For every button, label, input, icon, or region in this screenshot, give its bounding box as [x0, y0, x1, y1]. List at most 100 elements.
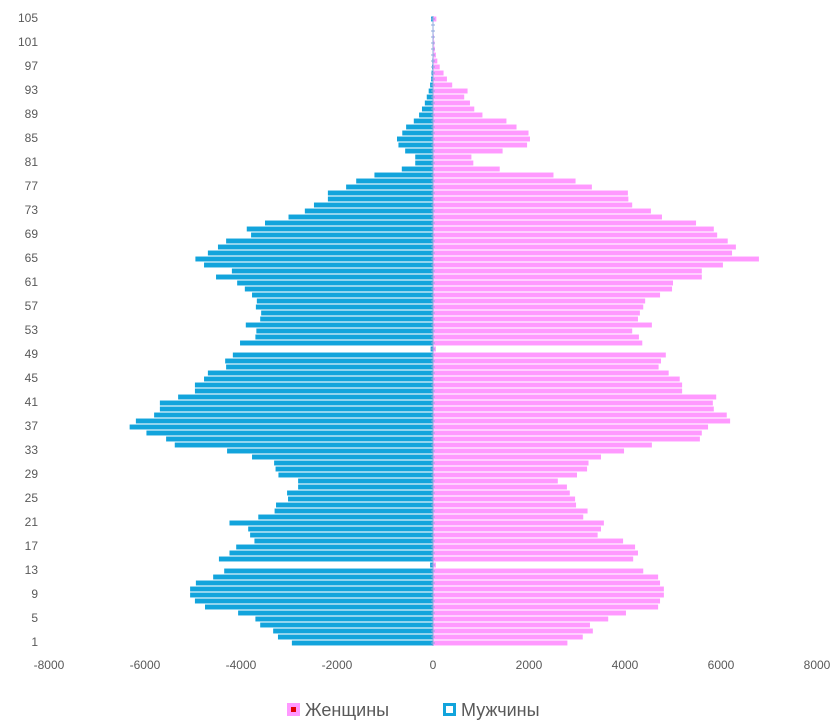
y-tick-label: 77 — [25, 179, 39, 193]
bar — [433, 400, 713, 406]
bar — [433, 292, 661, 298]
bar — [433, 484, 567, 490]
bar — [402, 130, 433, 136]
bar — [415, 160, 433, 166]
bar — [428, 88, 433, 94]
bar — [433, 154, 472, 160]
bar — [433, 160, 474, 166]
bar — [433, 256, 759, 262]
bar — [433, 616, 609, 622]
bar — [236, 544, 433, 550]
bar — [415, 154, 433, 160]
bar — [433, 94, 465, 100]
bar — [433, 220, 697, 226]
bar — [433, 604, 659, 610]
bar — [327, 196, 433, 202]
bar — [207, 250, 433, 256]
bar — [190, 592, 433, 598]
bar — [277, 634, 433, 640]
bar — [433, 358, 661, 364]
bar — [433, 568, 644, 574]
x-tick-label: -8000 — [34, 658, 65, 672]
bar — [433, 262, 723, 268]
bar — [298, 484, 433, 490]
bar — [433, 598, 661, 604]
bar — [313, 202, 433, 208]
bar — [291, 640, 433, 646]
bar — [374, 172, 433, 178]
bar — [237, 280, 433, 286]
x-tick-label: -2000 — [322, 658, 353, 672]
bar — [433, 406, 714, 412]
x-tick-label: 0 — [430, 658, 437, 672]
bar — [433, 538, 624, 544]
bar — [238, 610, 433, 616]
y-tick-label: 21 — [25, 515, 39, 529]
bar — [433, 640, 568, 646]
x-tick-label: -6000 — [130, 658, 161, 672]
bar — [433, 166, 500, 172]
bar — [401, 166, 433, 172]
x-tick-label: 4000 — [612, 658, 639, 672]
bar — [433, 82, 453, 88]
bar — [433, 76, 447, 82]
y-tick-label: 69 — [25, 227, 39, 241]
bar — [433, 610, 626, 616]
y-tick-label: 89 — [25, 107, 39, 121]
bar — [433, 148, 503, 154]
y-tick-label: 25 — [25, 491, 39, 505]
bar — [433, 112, 483, 118]
bar — [433, 574, 659, 580]
bar — [159, 406, 433, 412]
bar — [433, 58, 438, 64]
bar — [433, 622, 590, 628]
y-tick-label: 85 — [25, 131, 39, 145]
bar — [433, 496, 576, 502]
bar — [433, 250, 733, 256]
bar — [413, 118, 433, 124]
bar — [433, 238, 728, 244]
bar — [229, 520, 433, 526]
bar — [433, 472, 577, 478]
x-tick-label: 8000 — [804, 658, 831, 672]
bar — [260, 622, 433, 628]
bar — [433, 226, 714, 232]
y-tick-label: 9 — [31, 587, 38, 601]
bar — [433, 448, 625, 454]
bar — [433, 634, 583, 640]
bar — [433, 376, 680, 382]
bar — [433, 430, 702, 436]
bar — [433, 100, 470, 106]
bar — [433, 514, 584, 520]
bar — [433, 136, 530, 142]
bar — [213, 574, 433, 580]
bar — [232, 352, 433, 358]
bar — [433, 628, 593, 634]
bar — [433, 274, 702, 280]
bar — [433, 526, 601, 532]
bar — [433, 340, 643, 346]
bar — [433, 454, 601, 460]
bar — [194, 388, 433, 394]
bar — [433, 544, 636, 550]
bar — [433, 352, 666, 358]
y-tick-label: 29 — [25, 467, 39, 481]
bar — [229, 550, 433, 556]
bar — [433, 124, 517, 130]
bar — [433, 370, 669, 376]
y-tick-label: 105 — [18, 11, 38, 25]
y-tick-label: 41 — [25, 395, 39, 409]
legend-marker — [443, 703, 456, 716]
bar — [424, 100, 433, 106]
bar — [273, 628, 433, 634]
y-tick-label: 1 — [31, 635, 38, 649]
y-tick-label: 73 — [25, 203, 39, 217]
bar — [433, 202, 633, 208]
bar — [274, 508, 433, 514]
bar — [216, 274, 433, 280]
bar — [207, 370, 433, 376]
bar — [433, 580, 661, 586]
bar — [433, 388, 683, 394]
bar — [276, 502, 433, 508]
